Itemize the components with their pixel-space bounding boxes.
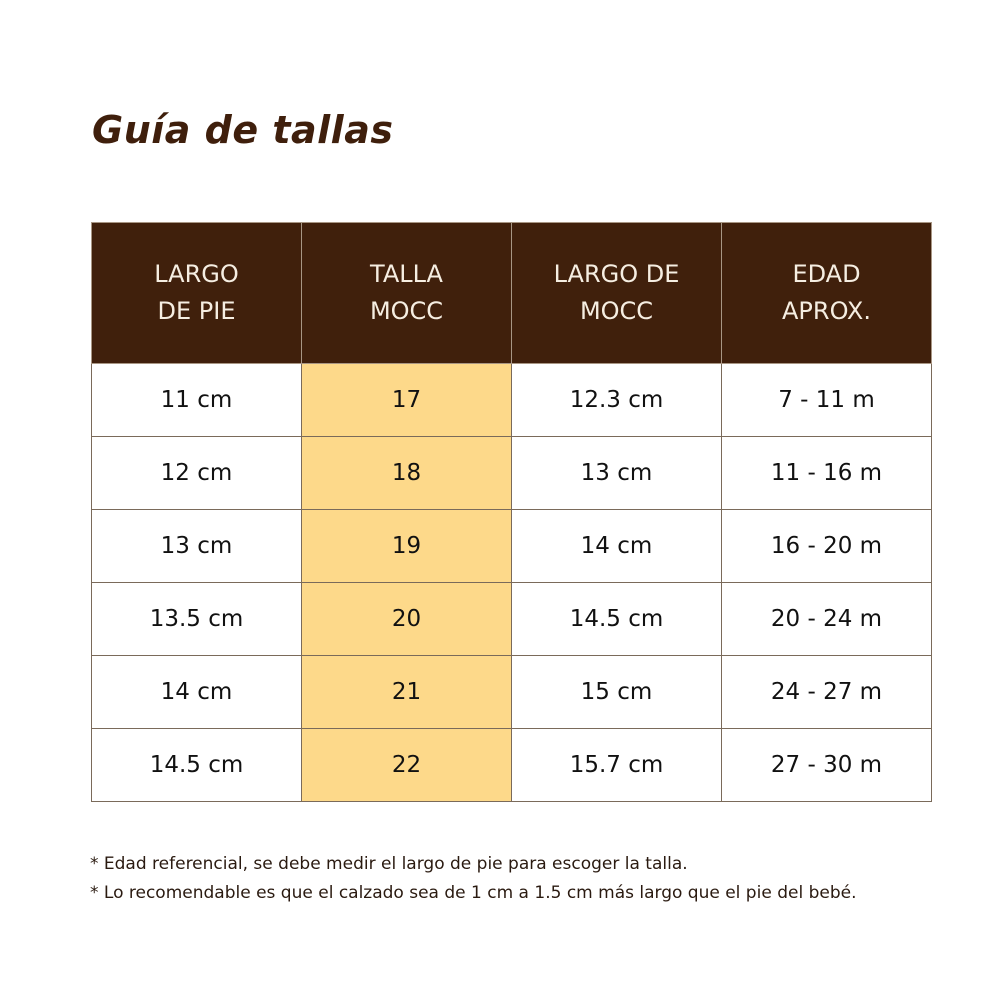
table-cell: 14 cm: [91, 655, 302, 729]
table-row: 11 cm 17 12.3 cm 7 - 11 m: [91, 363, 932, 437]
table-cell: 16 - 20 m: [721, 509, 932, 583]
table-cell: 14 cm: [511, 509, 722, 583]
table-cell: 7 - 11 m: [721, 363, 932, 437]
size-table: LARGO DE PIE TALLA MOCC LARGO DE MOCC EDAD APRO…: [91, 222, 932, 802]
note: * Edad referencial, se debe medir el lar…: [90, 854, 688, 874]
column-header-line: APROX.: [782, 297, 871, 325]
notes: * Edad referencial, se debe medir el lar…: [90, 850, 856, 908]
column-header-line: LARGO DE: [553, 260, 680, 288]
column-header-line: LARGO: [154, 260, 239, 288]
table-row: 14 cm 21 15 cm 24 - 27 m: [91, 655, 932, 729]
table-cell: 24 - 27 m: [721, 655, 932, 729]
column-header-line: MOCC: [579, 297, 654, 325]
table-cell: 27 - 30 m: [721, 728, 932, 802]
table-cell: 15.7 cm: [511, 728, 722, 802]
table-cell: 20 - 24 m: [721, 582, 932, 656]
note: * Lo recomendable es que el calzado sea …: [90, 883, 857, 903]
table-cell: 15 cm: [511, 655, 722, 729]
table-row: 13.5 cm 20 14.5 cm 20 - 24 m: [91, 582, 932, 656]
table-cell: 13 cm: [91, 509, 302, 583]
table-row: 14.5 cm 22 15.7 cm 27 - 30 m: [91, 728, 932, 802]
column-header-line: DE PIE: [157, 297, 236, 325]
table-cell: 19: [301, 509, 512, 583]
table-row: 12 cm 18 13 cm 11 - 16 m: [91, 436, 932, 510]
column-header: TALLA MOCC: [301, 222, 512, 364]
table-cell: 22: [301, 728, 512, 802]
table-cell: 12 cm: [91, 436, 302, 510]
table-cell: 13.5 cm: [91, 582, 302, 656]
table-cell: 11 cm: [91, 363, 302, 437]
table-cell: 12.3 cm: [511, 363, 722, 437]
table-cell: 18: [301, 436, 512, 510]
column-header-line: EDAD: [792, 260, 861, 288]
table-cell: 13 cm: [511, 436, 722, 510]
column-header: EDAD APROX.: [721, 222, 932, 364]
column-header: LARGO DE PIE: [91, 222, 302, 364]
table-cell: 14.5 cm: [91, 728, 302, 802]
column-header: LARGO DE MOCC: [511, 222, 722, 364]
table-row: 13 cm 19 14 cm 16 - 20 m: [91, 509, 932, 583]
column-header-line: TALLA: [370, 260, 443, 288]
table-cell: 11 - 16 m: [721, 436, 932, 510]
column-header-line: MOCC: [369, 297, 444, 325]
table-cell: 20: [301, 582, 512, 656]
table-cell: 21: [301, 655, 512, 729]
table-cell: 14.5 cm: [511, 582, 722, 656]
header-row: LARGO DE PIE TALLA MOCC LARGO DE MOCC EDAD APRO…: [91, 222, 932, 364]
page-title: Guía de tallas: [92, 108, 394, 152]
table-cell: 17: [301, 363, 512, 437]
